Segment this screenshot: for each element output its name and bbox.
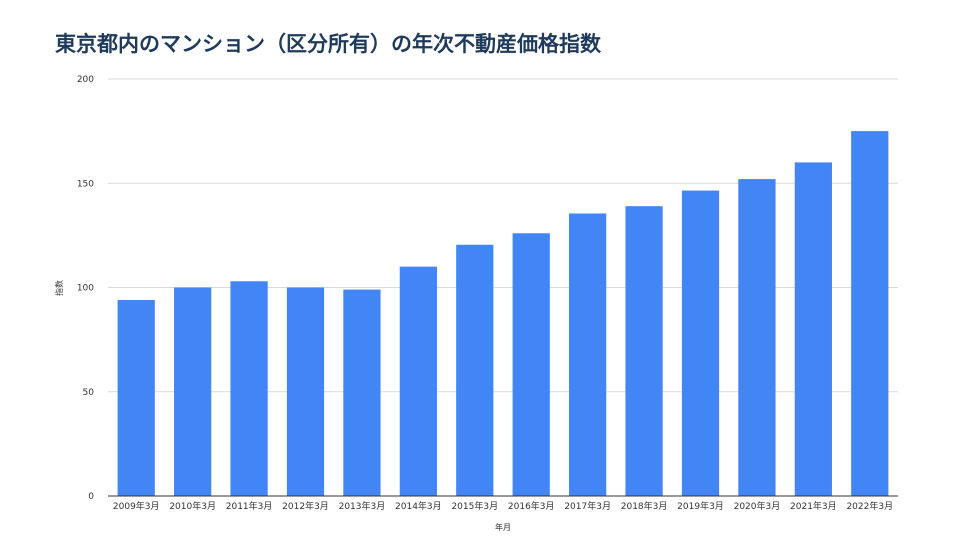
x-tick-label: 2017年3月: [564, 500, 611, 512]
bar: [569, 213, 607, 497]
x-tick-label: 2021年3月: [790, 500, 837, 512]
x-axis-ticks: 2009年3月 2010年3月 2011年3月 2012年3月 2013年3月 2014年…: [113, 500, 893, 512]
x-tick-label: 2022年3月: [846, 500, 893, 512]
bar: [851, 131, 889, 497]
y-axis-ticks: 0 50 100 150 200: [77, 75, 94, 502]
y-tick-label: 150: [77, 179, 94, 189]
bars: [117, 131, 889, 497]
x-tick-label: 2010年3月: [169, 500, 216, 512]
bar: [512, 233, 550, 497]
x-tick-label: 2015年3月: [451, 500, 498, 512]
x-axis-title: 年月: [495, 522, 511, 532]
x-tick-label: 2013年3月: [339, 500, 386, 512]
x-tick-label: 2016年3月: [508, 500, 555, 512]
bar: [456, 244, 494, 496]
x-tick-label: 2012年3月: [282, 500, 329, 512]
bar: [343, 289, 381, 496]
x-tick-label: 2018年3月: [621, 500, 668, 512]
bar: [625, 206, 663, 496]
x-tick-label: 2014年3月: [395, 500, 442, 512]
y-tick-label: 200: [77, 75, 94, 85]
bar: [738, 179, 776, 496]
bar: [174, 287, 212, 496]
x-tick-label: 2020年3月: [734, 500, 781, 512]
chart-title: 東京都内のマンション（区分所有）の年次不動産価格指数: [55, 32, 601, 56]
gridlines: [108, 78, 898, 393]
bar: [794, 162, 832, 496]
y-tick-label: 0: [88, 492, 94, 502]
y-tick-label: 100: [77, 284, 94, 294]
y-tick-label: 50: [83, 388, 95, 398]
bar: [681, 190, 720, 497]
bar: [230, 281, 268, 496]
x-tick-label: 2009年3月: [113, 500, 160, 512]
bar: [117, 300, 155, 496]
y-axis-title: 指数: [54, 280, 64, 296]
x-tick-label: 2011年3月: [226, 500, 273, 512]
x-tick-label: 2019年3月: [677, 500, 724, 512]
bar: [399, 266, 437, 496]
bar: [286, 287, 325, 496]
